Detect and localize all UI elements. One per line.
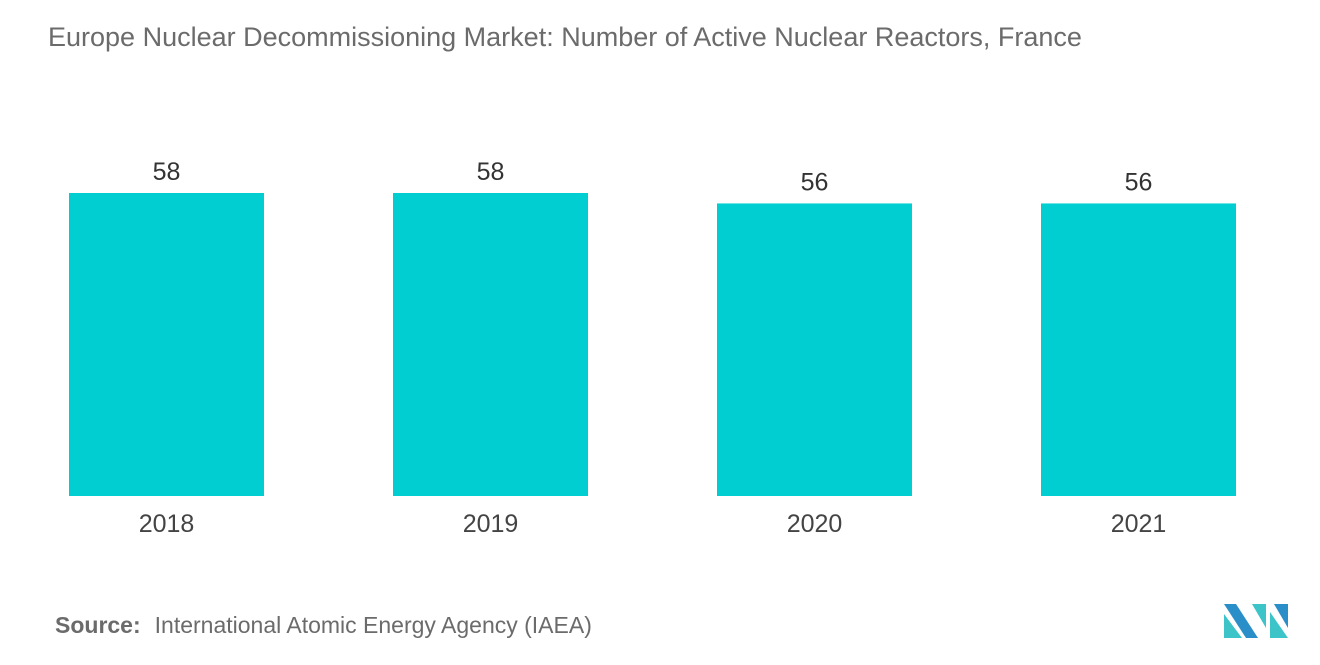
bar-2018: [69, 193, 264, 496]
bar-chart: 58 2018 58 2019 56 2020 56 2021: [69, 158, 1236, 538]
data-label-2019: 58: [477, 158, 505, 186]
bar-2021: [1041, 203, 1236, 496]
logo-icon: [1224, 604, 1288, 638]
x-tick-label-2020: 2020: [787, 510, 843, 538]
chart-title: Europe Nuclear Decommissioning Market: N…: [48, 22, 1082, 52]
x-tick-label-2021: 2021: [1111, 510, 1167, 538]
source-label: Source:: [55, 612, 141, 638]
data-label-2020: 56: [801, 168, 829, 196]
bar-2020: [717, 203, 912, 496]
bar-2019: [393, 193, 588, 496]
source: Source: International Atomic Energy Agenc…: [55, 612, 592, 639]
x-tick-label-2019: 2019: [463, 510, 519, 538]
data-label-2018: 58: [153, 158, 181, 186]
source-text: International Atomic Energy Agency (IAEA…: [154, 612, 592, 638]
x-tick-label-2018: 2018: [139, 510, 195, 538]
data-label-2021: 56: [1125, 168, 1153, 196]
